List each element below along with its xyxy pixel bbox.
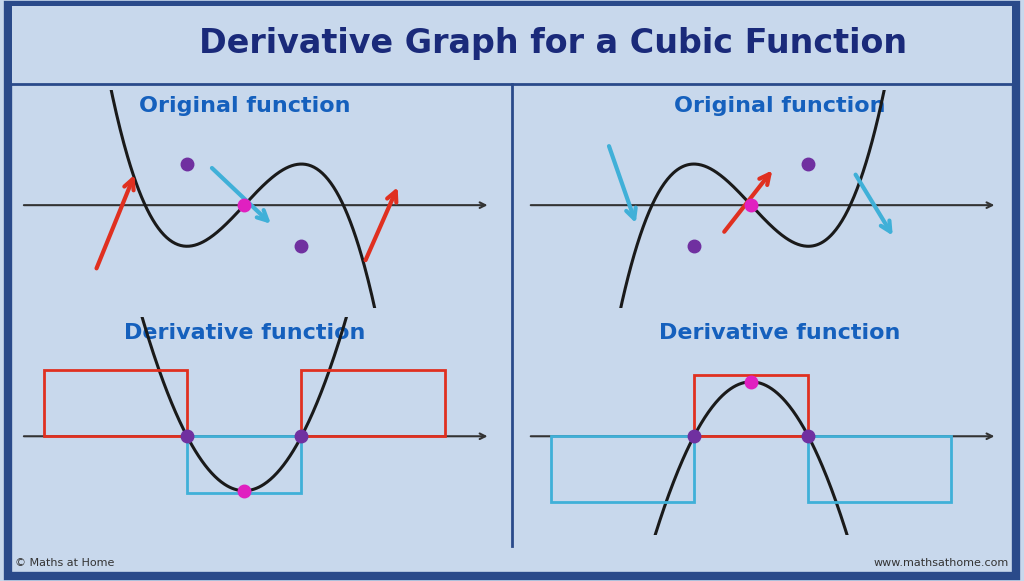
Bar <box>44 370 187 436</box>
Bar <box>12 6 1012 84</box>
Text: © Maths at Home: © Maths at Home <box>15 558 115 568</box>
Bar <box>551 436 694 503</box>
Text: Original function: Original function <box>674 96 886 116</box>
Text: MATHS: MATHS <box>39 45 73 53</box>
Text: at home: at home <box>41 62 71 67</box>
Bar <box>694 375 808 436</box>
Circle shape <box>17 13 94 80</box>
Bar <box>187 436 301 493</box>
Text: www.mathsathome.com: www.mathsathome.com <box>873 558 1009 568</box>
Text: Derivative function: Derivative function <box>659 323 900 343</box>
Text: Original function: Original function <box>138 96 350 116</box>
Text: Derivative Graph for a Cubic Function: Derivative Graph for a Cubic Function <box>199 27 907 60</box>
Text: Derivative function: Derivative function <box>124 323 365 343</box>
Bar <box>301 370 444 436</box>
Bar <box>808 436 951 503</box>
